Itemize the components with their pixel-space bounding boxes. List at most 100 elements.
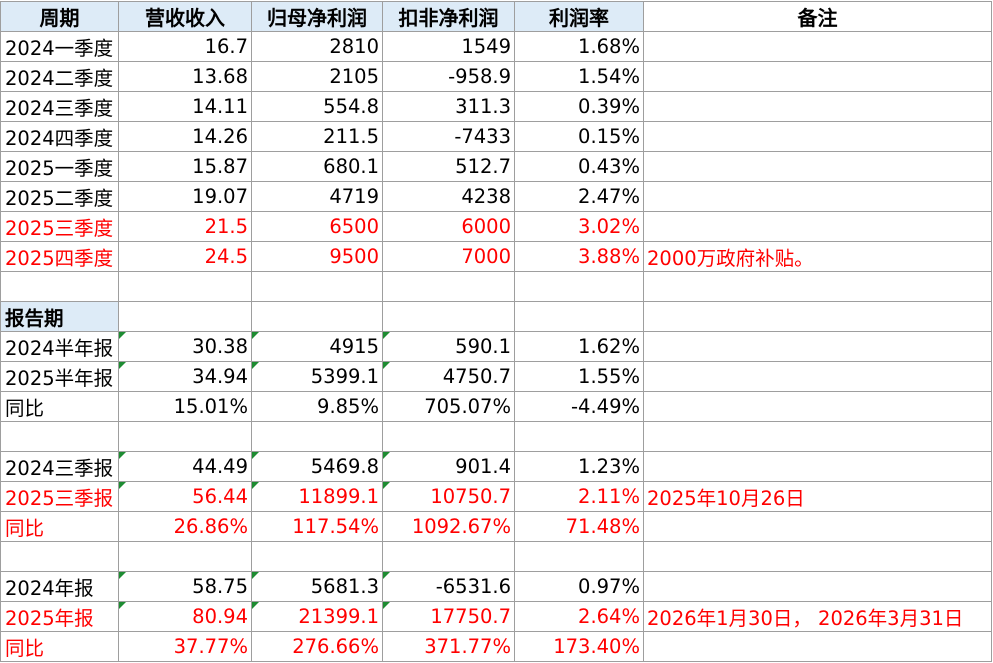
empty-cell[interactable]	[0, 421, 119, 452]
cell-period[interactable]: 2025四季度	[0, 241, 119, 272]
cell-note[interactable]	[643, 61, 992, 92]
empty-cell[interactable]	[0, 271, 119, 302]
cell-note[interactable]: 2026年1月30日， 2026年3月31日	[643, 601, 992, 632]
empty-cell[interactable]	[643, 541, 992, 572]
cell-deducted-profit[interactable]: 6000	[382, 211, 515, 242]
empty-cell[interactable]	[382, 271, 515, 302]
empty-cell[interactable]	[118, 301, 252, 332]
cell-deducted-profit[interactable]: 17750.7	[382, 601, 515, 632]
empty-cell[interactable]	[118, 541, 252, 572]
cell-period[interactable]: 2024三季报	[0, 451, 119, 482]
cell-period[interactable]: 2024三季度	[0, 91, 119, 122]
cell-deducted-profit[interactable]: 10750.7	[382, 481, 515, 512]
cell-note[interactable]	[643, 391, 992, 422]
empty-cell[interactable]	[382, 421, 515, 452]
cell-period[interactable]: 2024四季度	[0, 121, 119, 152]
cell-revenue[interactable]: 56.44	[118, 481, 252, 512]
cell-net-profit[interactable]: 276.66%	[251, 631, 383, 662]
empty-cell[interactable]	[251, 301, 383, 332]
empty-cell[interactable]	[0, 541, 119, 572]
cell-margin[interactable]: 1.23%	[514, 451, 644, 482]
header-cell-margin[interactable]: 利润率	[514, 1, 644, 32]
cell-margin[interactable]: 1.68%	[514, 31, 644, 62]
cell-note[interactable]	[643, 151, 992, 182]
cell-note[interactable]	[643, 331, 992, 362]
cell-revenue[interactable]: 13.68	[118, 61, 252, 92]
empty-cell[interactable]	[251, 421, 383, 452]
cell-deducted-profit[interactable]: 901.4	[382, 451, 515, 482]
header-cell-note[interactable]: 备注	[643, 1, 992, 32]
cell-net-profit[interactable]: 5469.8	[251, 451, 383, 482]
empty-cell[interactable]	[251, 541, 383, 572]
cell-revenue[interactable]: 26.86%	[118, 511, 252, 542]
cell-revenue[interactable]: 15.01%	[118, 391, 252, 422]
cell-period[interactable]: 同比	[0, 391, 119, 422]
cell-period[interactable]: 2025二季度	[0, 181, 119, 212]
cell-period[interactable]: 2025一季度	[0, 151, 119, 182]
cell-net-profit[interactable]: 554.8	[251, 91, 383, 122]
cell-margin[interactable]: 1.54%	[514, 61, 644, 92]
empty-cell[interactable]	[514, 271, 644, 302]
cell-note[interactable]: 2000万政府补贴。	[643, 241, 992, 272]
cell-net-profit[interactable]: 5681.3	[251, 571, 383, 602]
cell-net-profit[interactable]: 680.1	[251, 151, 383, 182]
cell-deducted-profit[interactable]: -7433	[382, 121, 515, 152]
empty-cell[interactable]	[118, 421, 252, 452]
header-cell-period[interactable]: 周期	[0, 1, 119, 32]
cell-margin[interactable]: 0.39%	[514, 91, 644, 122]
cell-revenue[interactable]: 16.7	[118, 31, 252, 62]
cell-revenue[interactable]: 30.38	[118, 331, 252, 362]
empty-cell[interactable]	[382, 541, 515, 572]
cell-margin[interactable]: 2.64%	[514, 601, 644, 632]
empty-cell[interactable]	[514, 301, 644, 332]
cell-deducted-profit[interactable]: 1549	[382, 31, 515, 62]
empty-cell[interactable]	[643, 421, 992, 452]
cell-period[interactable]: 2024一季度	[0, 31, 119, 62]
cell-period[interactable]: 2025半年报	[0, 361, 119, 392]
cell-period[interactable]: 2024二季度	[0, 61, 119, 92]
cell-deducted-profit[interactable]: 705.07%	[382, 391, 515, 422]
cell-deducted-profit[interactable]: 1092.67%	[382, 511, 515, 542]
cell-deducted-profit[interactable]: 311.3	[382, 91, 515, 122]
cell-margin[interactable]: 0.43%	[514, 151, 644, 182]
cell-net-profit[interactable]: 4719	[251, 181, 383, 212]
cell-revenue[interactable]: 80.94	[118, 601, 252, 632]
cell-revenue[interactable]: 34.94	[118, 361, 252, 392]
cell-net-profit[interactable]: 21399.1	[251, 601, 383, 632]
cell-note[interactable]	[643, 181, 992, 212]
cell-note[interactable]	[643, 511, 992, 542]
cell-revenue[interactable]: 15.87	[118, 151, 252, 182]
cell-net-profit[interactable]: 211.5	[251, 121, 383, 152]
cell-period[interactable]: 2024半年报	[0, 331, 119, 362]
empty-cell[interactable]	[643, 301, 992, 332]
cell-revenue[interactable]: 37.77%	[118, 631, 252, 662]
cell-net-profit[interactable]: 6500	[251, 211, 383, 242]
cell-deducted-profit[interactable]: 7000	[382, 241, 515, 272]
empty-cell[interactable]	[643, 271, 992, 302]
cell-margin[interactable]: -4.49%	[514, 391, 644, 422]
header-cell-revenue[interactable]: 营收收入	[118, 1, 252, 32]
cell-revenue[interactable]: 44.49	[118, 451, 252, 482]
cell-revenue[interactable]: 14.26	[118, 121, 252, 152]
cell-period[interactable]: 2024年报	[0, 571, 119, 602]
empty-cell[interactable]	[251, 271, 383, 302]
cell-deducted-profit[interactable]: 512.7	[382, 151, 515, 182]
cell-deducted-profit[interactable]: 4238	[382, 181, 515, 212]
cell-period[interactable]: 2025三季度	[0, 211, 119, 242]
cell-period[interactable]: 2025年报	[0, 601, 119, 632]
cell-net-profit[interactable]: 11899.1	[251, 481, 383, 512]
cell-revenue[interactable]: 24.5	[118, 241, 252, 272]
cell-margin[interactable]: 1.55%	[514, 361, 644, 392]
cell-note[interactable]	[643, 121, 992, 152]
cell-margin[interactable]: 173.40%	[514, 631, 644, 662]
cell-period[interactable]: 同比	[0, 511, 119, 542]
cell-revenue[interactable]: 58.75	[118, 571, 252, 602]
cell-net-profit[interactable]: 2105	[251, 61, 383, 92]
empty-cell[interactable]	[118, 271, 252, 302]
cell-margin[interactable]: 71.48%	[514, 511, 644, 542]
cell-revenue[interactable]: 19.07	[118, 181, 252, 212]
cell-margin[interactable]: 2.11%	[514, 481, 644, 512]
cell-margin[interactable]: 0.97%	[514, 571, 644, 602]
section-label-cell[interactable]: 报告期	[0, 301, 119, 332]
empty-cell[interactable]	[382, 301, 515, 332]
